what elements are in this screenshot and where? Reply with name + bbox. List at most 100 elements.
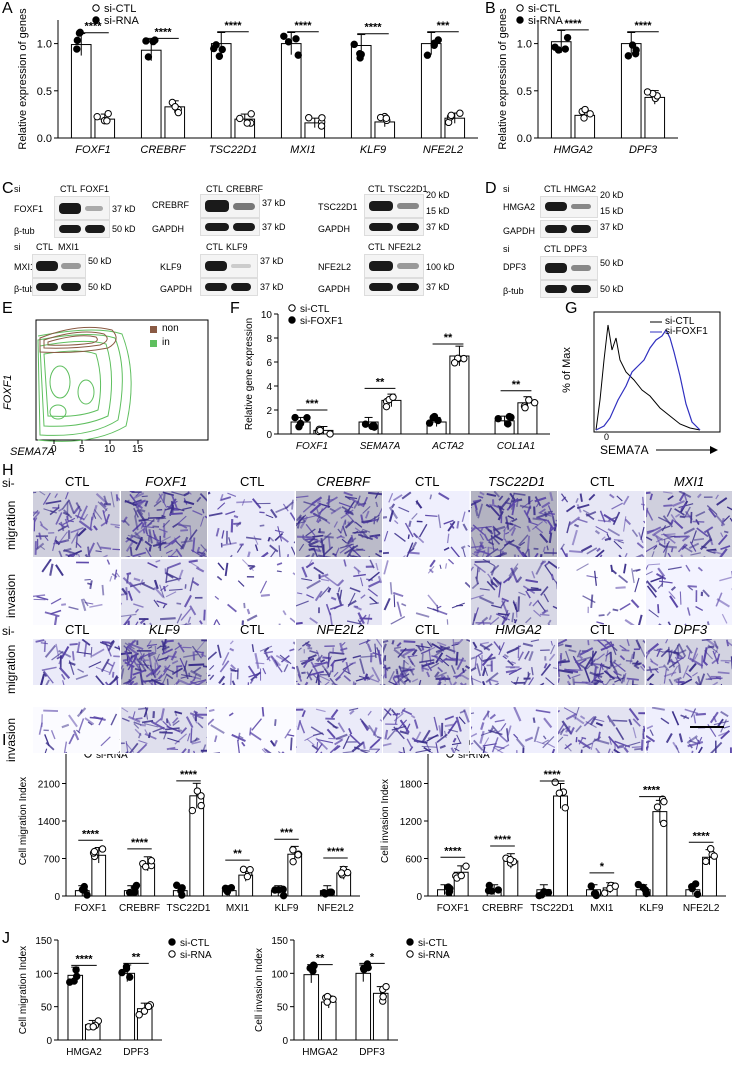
blot-loading-label: β-tub — [14, 284, 35, 294]
data-point — [291, 413, 299, 422]
blot-target-label: TSC22D1 — [318, 202, 358, 212]
x-tick-label: FOXF1 — [437, 903, 470, 914]
legend-marker — [288, 304, 296, 312]
data-point — [535, 891, 543, 900]
panel-letter-c: C — [2, 180, 14, 197]
x-tick-label: NFE2L2 — [423, 144, 463, 156]
data-point — [236, 114, 244, 123]
data-point — [505, 412, 514, 421]
data-point — [104, 109, 112, 118]
blot-kd-label: NFE2L2 — [388, 242, 422, 252]
panel-letter-g: G — [565, 300, 578, 317]
blot-target-band-box — [540, 196, 598, 218]
column-label: KLF9 — [148, 622, 180, 637]
x-tick-label: CREBRF — [140, 144, 187, 156]
significance-label: **** — [294, 20, 312, 32]
chart-j-migration-index: 0 50 100 150 Cell migration Index **** HMGA2 **… — [18, 936, 212, 1058]
blot-target-label: DPF3 — [503, 262, 527, 272]
bar — [70, 44, 92, 139]
legend-label: si-RNA — [96, 750, 128, 761]
row-label-invasion: invasion — [4, 717, 18, 762]
blot-loading-band-box — [200, 218, 260, 236]
x-tick-label: 10 — [104, 444, 116, 455]
data-point — [193, 787, 202, 795]
y-tick-label: 10 — [261, 310, 273, 321]
data-point — [144, 1002, 153, 1011]
column-label: CTL — [414, 474, 440, 489]
legend-label: si-CTL — [418, 938, 448, 949]
data-point — [525, 396, 533, 404]
panel-letter-h: H — [2, 462, 14, 479]
data-point — [142, 37, 150, 45]
blot-target-label: KLF9 — [160, 262, 182, 272]
data-point — [316, 426, 324, 435]
blot-target-label: NFE2L2 — [318, 262, 352, 272]
data-point — [292, 35, 300, 43]
panel-letter-a: A — [2, 0, 13, 17]
data-point — [429, 413, 437, 422]
data-point — [140, 1007, 149, 1015]
x-tick-label: 5 — [79, 444, 85, 455]
significance-label: **** — [634, 20, 652, 32]
data-point — [188, 806, 197, 815]
migration-micrograph — [207, 638, 296, 686]
legend-label: si-RNA — [418, 950, 450, 961]
data-point — [73, 36, 82, 45]
chart-b-relative-expression: 0.0 0.5 1.0 Relative expression of genes ***… — [497, 3, 678, 156]
flow-histogram-g: si-CTL si-FOXF1 % of Max 0 SEMA7A — [561, 300, 734, 462]
legend-label-non: non — [162, 323, 179, 334]
significance-label: **** — [75, 953, 93, 965]
data-point — [243, 119, 251, 127]
column-label: TSC22D1 — [488, 474, 546, 489]
data-point — [631, 50, 640, 58]
blot-ctl-label: CTL — [206, 242, 224, 252]
y-axis-label: Cell invasion Index — [380, 779, 391, 863]
chart-i-migration-index: 0700140021002800Cell migration Index****… — [18, 738, 360, 914]
data-point — [280, 32, 288, 40]
y-tick-label: 8 — [266, 334, 272, 345]
blot-loading-label: β-tub — [14, 226, 35, 236]
data-point — [218, 45, 226, 54]
data-point — [521, 403, 529, 412]
blot-kd-label: HMGA2 — [564, 184, 597, 194]
data-point — [660, 819, 668, 828]
data-point — [243, 872, 252, 881]
x-tick-label: KLF9 — [275, 903, 299, 914]
migration-micrograph — [644, 638, 733, 686]
data-point — [457, 871, 465, 880]
migration-micrograph — [119, 490, 208, 558]
significance-label: **** — [494, 834, 512, 846]
legend-label: si-FOXF1 — [300, 316, 343, 327]
data-point — [460, 354, 468, 363]
invasion-micrograph — [119, 558, 208, 626]
y-tick-label: 50 — [277, 1003, 289, 1014]
row-label-invasion: invasion — [4, 573, 18, 618]
scale-bar — [690, 726, 724, 728]
legend-label-si-ctl: si-CTL — [665, 316, 695, 327]
significance-label: **** — [364, 22, 382, 34]
data-point — [289, 846, 297, 854]
y-tick-label: 150 — [271, 936, 288, 947]
blot-target-band-box — [364, 194, 424, 218]
blot-kd-label: CREBRF — [226, 184, 264, 194]
migration-micrograph — [119, 638, 208, 686]
blot-ctl-label: CTL — [544, 184, 562, 194]
blot-target-band-box — [540, 256, 598, 280]
invasion-micrograph — [644, 558, 733, 626]
x-tick-label: HMGA2 — [66, 1047, 102, 1058]
legend-marker — [168, 950, 176, 958]
x-tick-label: MXI1 — [290, 144, 316, 156]
y-axis-label: % of Max — [560, 347, 573, 393]
x-tick-label: 15 — [132, 444, 144, 455]
invasion-micrograph — [557, 558, 646, 626]
blot-target-band-box — [200, 254, 258, 278]
legend-label: si-RNA — [104, 15, 139, 27]
x-tick-label: TSC22D1 — [167, 903, 211, 914]
invasion-micrograph — [557, 706, 646, 754]
data-point — [379, 993, 387, 1001]
data-point — [586, 110, 594, 118]
significance-label: *** — [306, 398, 320, 410]
y-axis-label: Relative gene expression — [244, 318, 255, 430]
blot-kd-label: TSC22D1 — [388, 184, 428, 194]
